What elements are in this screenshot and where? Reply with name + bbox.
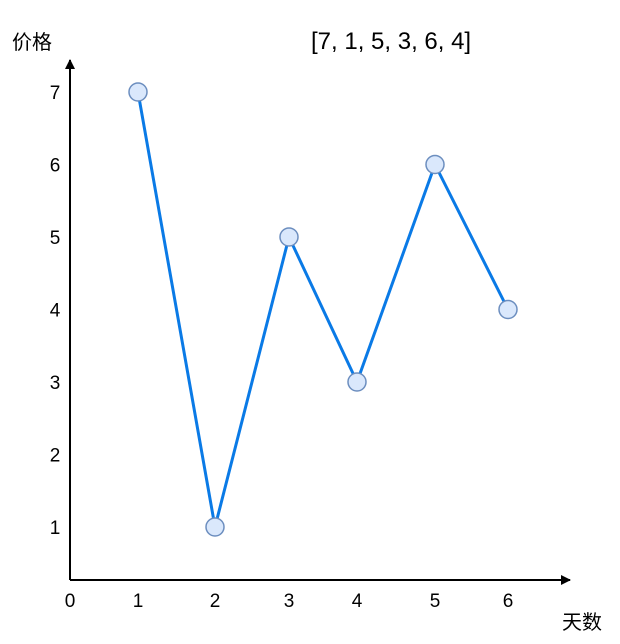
data-point: [205, 517, 225, 537]
y-tick-label: 3: [50, 373, 61, 394]
y-tick-label: 5: [50, 228, 61, 249]
x-tick-label: 0: [65, 591, 76, 612]
x-tick-label: 3: [284, 591, 295, 612]
axes: [65, 59, 571, 585]
data-point: [128, 82, 148, 102]
y-tick-label: 7: [50, 83, 61, 104]
x-tick-label: 1: [133, 591, 144, 612]
data-point: [279, 227, 299, 247]
data-points: [128, 82, 518, 537]
data-point: [347, 372, 367, 392]
x-axis-label: 天数: [562, 610, 602, 634]
y-tick-label: 1: [50, 518, 61, 539]
y-tick-label: 6: [50, 156, 61, 177]
y-tick-label: 2: [50, 446, 61, 467]
x-tick-label: 2: [210, 591, 221, 612]
x-tick-label: 6: [503, 591, 514, 612]
x-tick-label: 5: [430, 591, 441, 612]
y-tick-label: 4: [50, 301, 61, 322]
tick-labels: 0 1 2 3 4 5 6 1 2 3 4 5 6 7: [50, 83, 514, 612]
series-line-group: [136, 91, 510, 528]
y-axis-label: 价格: [12, 30, 52, 54]
series-line: [136, 91, 510, 528]
x-tick-label: 4: [352, 591, 363, 612]
data-point: [425, 154, 445, 175]
data-point: [498, 299, 518, 320]
chart-title: [7, 1, 5, 3, 6, 4]: [311, 28, 472, 55]
